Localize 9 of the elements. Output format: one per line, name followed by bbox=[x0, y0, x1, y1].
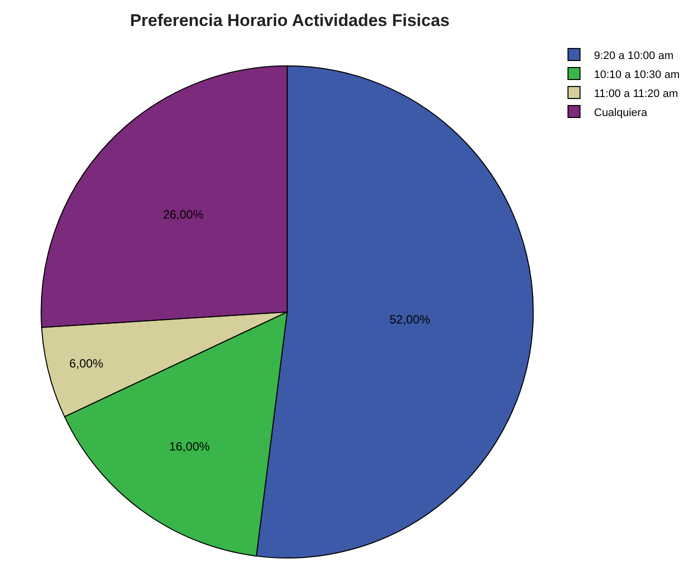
legend-label: 10:10 a 10:30 am bbox=[594, 68, 680, 81]
chart-title: Preferencia Horario Actividades Fisicas bbox=[130, 10, 450, 30]
data-label: 52,00% bbox=[389, 312, 430, 327]
data-label: 6,00% bbox=[69, 356, 104, 370]
legend-label: Cualquiera bbox=[594, 106, 648, 119]
data-label: 16,00% bbox=[169, 439, 210, 454]
data-label: 26,00% bbox=[162, 208, 204, 222]
legend-label: 11:00 a 11:20 am bbox=[594, 88, 678, 100]
legend-label: 9:20 a 10:00 am bbox=[594, 50, 674, 62]
